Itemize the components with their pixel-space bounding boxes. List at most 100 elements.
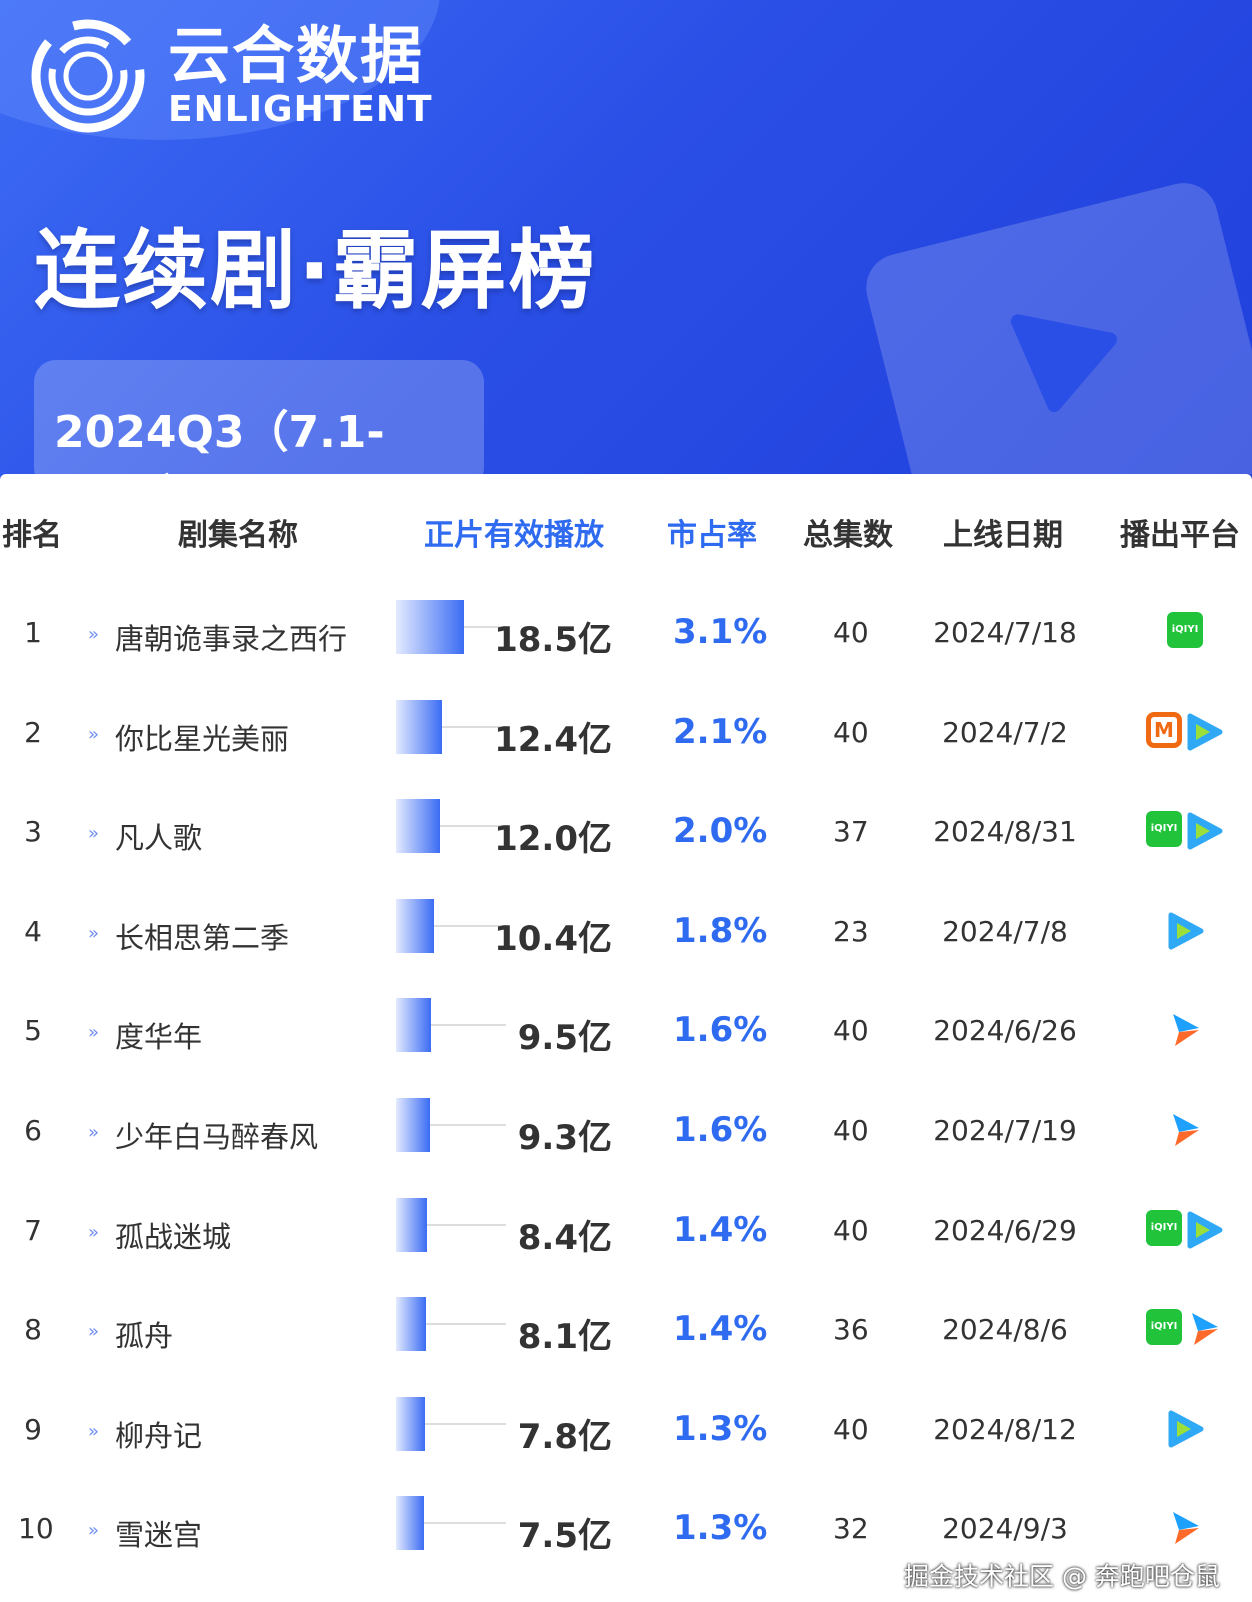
release-date: 2024/7/18 bbox=[933, 616, 1077, 649]
plays-value: 9.5亿 bbox=[517, 1018, 612, 1059]
tencent-video-icon bbox=[1184, 1210, 1224, 1254]
platform-icons bbox=[1140, 911, 1230, 955]
plays-value: 18.5亿 bbox=[494, 620, 612, 660]
connector-line bbox=[440, 825, 506, 828]
plays-bar bbox=[396, 998, 431, 1053]
release-date: 2024/8/31 bbox=[933, 815, 1077, 849]
header-rank: 排名 bbox=[2, 518, 62, 553]
release-date: 2024/7/2 bbox=[942, 715, 1068, 749]
table-row: 6 » 少年白马醉春风 9.3亿 1.6% 40 2024/7/19 bbox=[0, 1098, 1252, 1204]
plays-bar bbox=[396, 1098, 430, 1152]
header-name: 剧集名称 bbox=[178, 518, 298, 553]
plays-value: 7.5亿 bbox=[517, 1516, 612, 1557]
video-play-decoration bbox=[859, 175, 1252, 480]
iqiyi-icon: iQIYI bbox=[1146, 811, 1182, 848]
double-chevron-icon: » bbox=[88, 1122, 100, 1143]
double-chevron-icon: » bbox=[88, 922, 100, 944]
platform-icons: iQIYI bbox=[1140, 612, 1230, 648]
release-date: 2024/6/29 bbox=[933, 1213, 1077, 1247]
market-share: 1.3% bbox=[673, 1508, 768, 1549]
release-date: 2024/7/8 bbox=[942, 914, 1068, 948]
plays-bar bbox=[396, 1197, 427, 1252]
double-chevron-icon: » bbox=[88, 1221, 100, 1243]
double-chevron-icon: » bbox=[88, 624, 100, 645]
double-chevron-icon: » bbox=[88, 1420, 100, 1442]
episode-count: 40 bbox=[833, 1014, 869, 1048]
header-plays: 正片有效播放 bbox=[424, 518, 604, 553]
rank: 10 bbox=[18, 1512, 54, 1546]
market-share: 1.6% bbox=[673, 1010, 768, 1051]
double-chevron-icon: » bbox=[88, 1520, 100, 1542]
market-share: 1.8% bbox=[673, 910, 768, 951]
drama-name: 少年白马醉春风 bbox=[115, 1120, 319, 1154]
tencent-video-icon bbox=[1165, 911, 1205, 955]
youku-icon bbox=[1165, 1110, 1205, 1154]
double-chevron-icon: » bbox=[88, 1022, 100, 1044]
period-badge: 2024Q3（7.1-9.30） bbox=[34, 360, 484, 480]
plays-value: 7.8亿 bbox=[517, 1416, 612, 1457]
brand-name-en: ENLIGHTENT bbox=[168, 89, 433, 130]
episode-count: 40 bbox=[833, 1213, 869, 1247]
table-row: 4 » 长相思第二季 10.4亿 1.8% 23 2024/7/8 bbox=[0, 898, 1252, 1005]
plays-bar bbox=[396, 799, 440, 854]
table-row: 9 » 柳舟记 7.8亿 1.3% 40 2024/8/12 bbox=[0, 1396, 1252, 1503]
connector-line bbox=[424, 1522, 506, 1525]
table-row: 10 » 雪迷宫 7.5亿 1.3% 32 2024/9/3 bbox=[0, 1496, 1252, 1602]
connector-line bbox=[442, 725, 506, 728]
release-date: 2024/9/3 bbox=[942, 1512, 1068, 1546]
episode-count: 40 bbox=[833, 1412, 869, 1446]
episode-count: 37 bbox=[833, 815, 869, 849]
rank: 8 bbox=[24, 1313, 42, 1347]
market-share: 1.4% bbox=[673, 1209, 768, 1250]
platform-icons: iQIYI bbox=[1140, 811, 1230, 855]
release-date: 2024/8/6 bbox=[942, 1313, 1068, 1347]
drama-name: 唐朝诡事录之西行 bbox=[115, 622, 348, 656]
market-share: 2.1% bbox=[673, 711, 768, 752]
drama-name: 孤舟 bbox=[115, 1319, 174, 1354]
drama-name: 孤战迷城 bbox=[115, 1219, 232, 1254]
connector-line bbox=[427, 1223, 506, 1226]
plays-bar bbox=[396, 1496, 424, 1551]
plays-bar bbox=[396, 898, 434, 953]
header-share: 市占率 bbox=[667, 518, 757, 553]
table-row: 1 » 唐朝诡事录之西行 18.5亿 3.1% 40 2024/7/18 iQIYI bbox=[0, 600, 1252, 706]
connector-line bbox=[464, 626, 506, 628]
episode-count: 36 bbox=[833, 1313, 869, 1347]
header-banner: 云合数据 ENLIGHTENT 连续剧·霸屏榜 2024Q3（7.1-9.30） bbox=[0, 0, 1252, 480]
watermark: 掘金技术社区 @ 奔跑吧仓鼠 bbox=[904, 1562, 1220, 1591]
connector-line bbox=[425, 1422, 506, 1425]
table-row: 8 » 孤舟 8.1亿 1.4% 36 2024/8/6 iQIYI bbox=[0, 1297, 1252, 1403]
drama-name: 凡人歌 bbox=[115, 821, 203, 856]
market-share: 1.3% bbox=[673, 1408, 768, 1449]
plays-bar bbox=[396, 1297, 426, 1352]
youku-icon bbox=[1184, 1309, 1224, 1353]
drama-name: 雪迷宫 bbox=[115, 1518, 203, 1553]
iqiyi-icon: iQIYI bbox=[1146, 1309, 1182, 1346]
plays-bar bbox=[396, 1396, 425, 1451]
plays-value: 8.4亿 bbox=[517, 1217, 612, 1258]
release-date: 2024/6/26 bbox=[933, 1014, 1077, 1048]
table-row: 3 » 凡人歌 12.0亿 2.0% 37 2024/8/31 iQIYI bbox=[0, 799, 1252, 905]
episode-count: 23 bbox=[833, 914, 869, 948]
double-chevron-icon: » bbox=[88, 723, 100, 745]
platform-icons bbox=[1140, 1110, 1230, 1154]
plays-value: 9.3亿 bbox=[517, 1118, 612, 1158]
youku-icon bbox=[1165, 1508, 1205, 1552]
drama-name: 度华年 bbox=[115, 1020, 203, 1055]
release-date: 2024/8/12 bbox=[933, 1412, 1077, 1446]
market-share: 3.1% bbox=[673, 612, 768, 652]
platform-icons: iQIYI bbox=[1140, 1309, 1230, 1353]
drama-name: 长相思第二季 bbox=[115, 920, 290, 955]
connector-line bbox=[426, 1323, 506, 1326]
play-icon bbox=[1010, 314, 1118, 413]
drama-name: 柳舟记 bbox=[115, 1418, 203, 1453]
youku-icon bbox=[1165, 1010, 1205, 1054]
plays-value: 12.0亿 bbox=[494, 819, 612, 860]
mango-tv-icon: M bbox=[1146, 711, 1182, 748]
table-row: 7 » 孤战迷城 8.4亿 1.4% 40 2024/6/29 iQIYI bbox=[0, 1197, 1252, 1304]
header-date: 上线日期 bbox=[943, 518, 1063, 553]
rank: 3 bbox=[24, 815, 42, 849]
plays-value: 10.4亿 bbox=[494, 918, 612, 959]
iqiyi-icon: iQIYI bbox=[1146, 1209, 1182, 1246]
double-chevron-icon: » bbox=[88, 823, 100, 845]
